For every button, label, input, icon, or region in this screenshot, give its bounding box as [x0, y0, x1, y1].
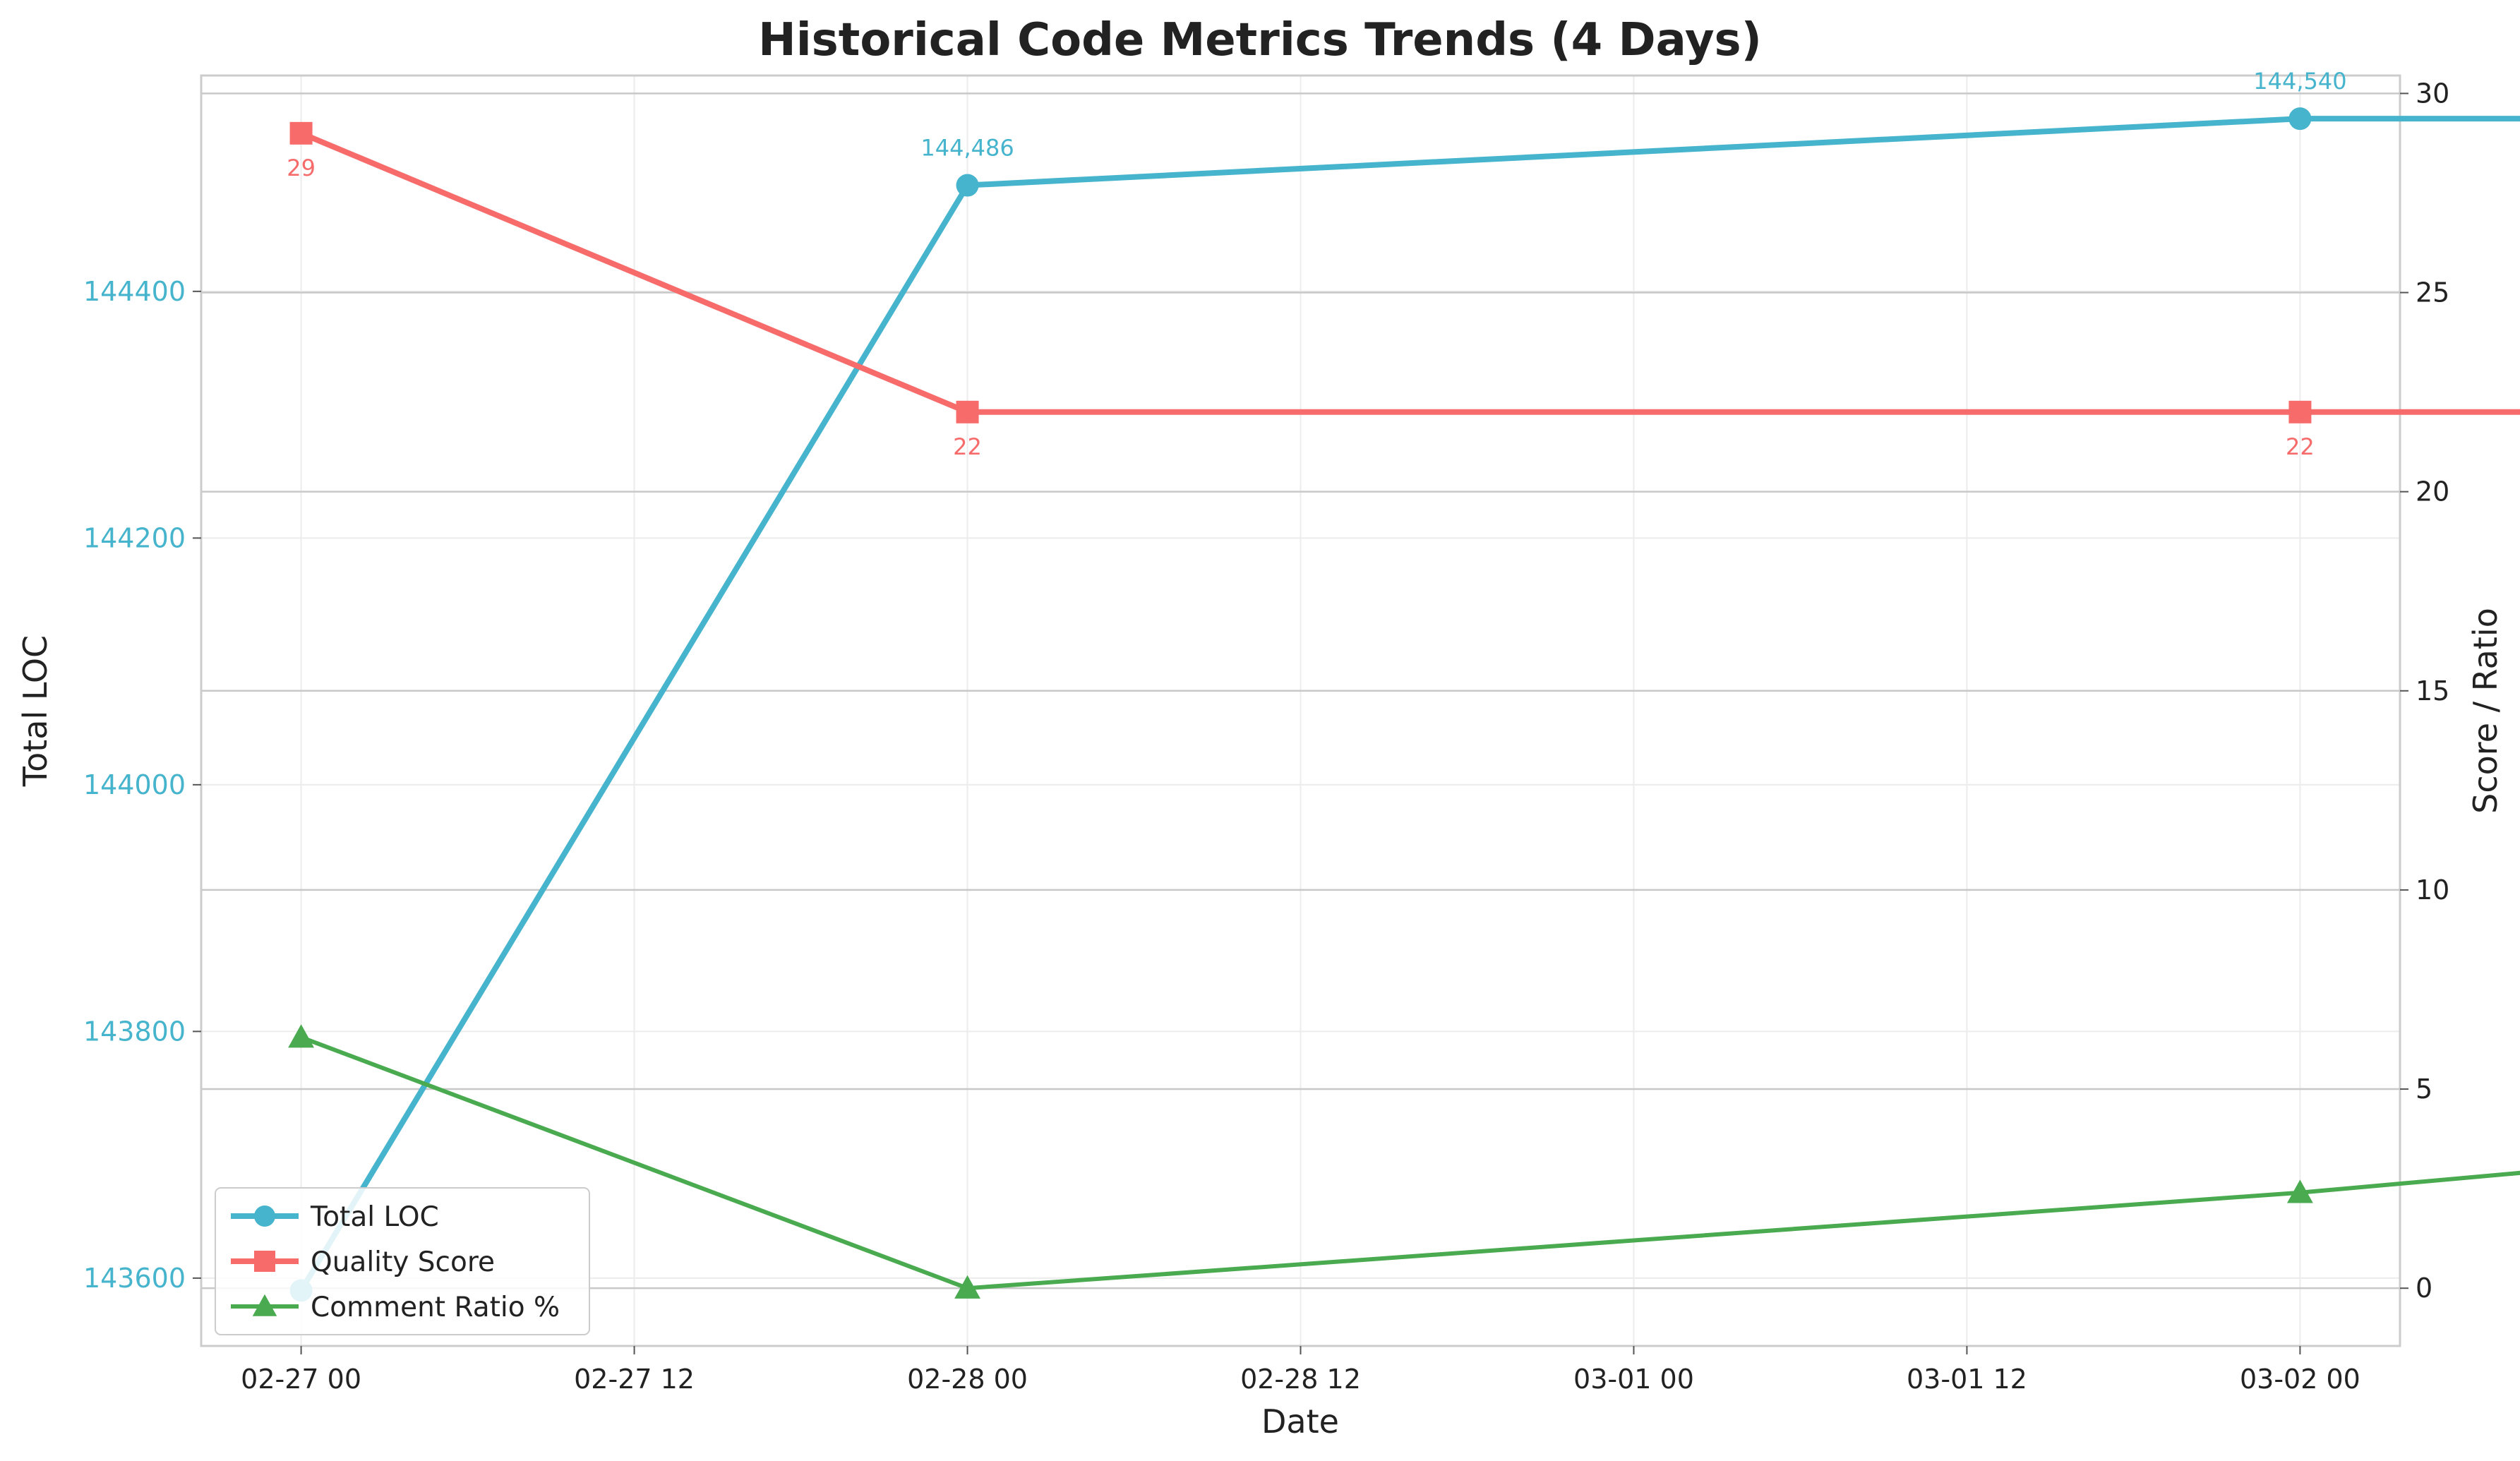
data-label: 144,540	[2253, 68, 2346, 95]
data-point	[956, 174, 979, 197]
x-axis-ticks: 02-27 00 02-27 12 02-28 00 02-28 12 03-01 00…	[241, 1346, 2360, 1395]
data-point	[2287, 1179, 2313, 1203]
left-axis-ticks: 143600 143800 144000 144200 144400	[83, 276, 201, 1294]
right-tick-label: 0	[2416, 1273, 2432, 1304]
right-tick-label: 30	[2416, 78, 2449, 109]
left-tick-label: 143600	[83, 1263, 186, 1294]
legend-label: Total LOC	[310, 1201, 439, 1233]
series	[288, 107, 2520, 1302]
legend-label: Quality Score	[311, 1246, 495, 1278]
right-tick-label: 10	[2416, 874, 2449, 906]
right-axis-ticks: 0 5 10 15 20 25 30	[2400, 78, 2449, 1304]
right-axis-label: Score / Ratio	[2466, 608, 2504, 814]
data-point	[2288, 400, 2312, 423]
series-line	[300, 1035, 2520, 1291]
left-tick-label: 144000	[83, 769, 186, 800]
data-point	[288, 1024, 314, 1048]
legend-marker	[254, 1251, 275, 1272]
legend-item: Quality Score	[231, 1246, 495, 1278]
legend-marker	[252, 1294, 277, 1316]
left-axis-label: Total LOC	[16, 635, 54, 787]
right-tick-label: 25	[2416, 277, 2449, 308]
legend-box	[215, 1187, 590, 1335]
data-point	[2288, 107, 2312, 131]
x-tick-label: 02-28 00	[907, 1364, 1028, 1395]
x-tick-label: 02-27 00	[241, 1364, 361, 1395]
left-tick-label: 143800	[83, 1016, 186, 1047]
x-tick-label: 02-28 12	[1240, 1364, 1361, 1395]
data-label: 29	[287, 155, 316, 181]
x-tick-label: 03-02 00	[2240, 1364, 2360, 1395]
legend-item: Total LOC	[231, 1201, 439, 1233]
data-point	[289, 121, 313, 145]
right-axis-grid	[201, 92, 2400, 1289]
right-tick-label: 15	[2416, 675, 2449, 707]
left-tick-label: 144200	[83, 522, 186, 553]
x-tick-label: 02-27 12	[574, 1364, 695, 1395]
data-point	[954, 1275, 980, 1299]
data-label: 144,486	[920, 135, 1014, 162]
x-axis-label: Date	[1261, 1402, 1339, 1441]
data-point	[956, 400, 979, 423]
data-label: 22	[953, 433, 982, 460]
legend-item: Comment Ratio %	[231, 1292, 560, 1323]
x-tick-label: 03-01 12	[1907, 1364, 2027, 1395]
right-tick-label: 5	[2416, 1074, 2432, 1105]
x-tick-label: 03-01 00	[1573, 1364, 1694, 1395]
legend: Total LOC Quality Score Comment Ratio %	[215, 1187, 590, 1335]
series-line	[299, 116, 2520, 1292]
series-quality-score	[289, 121, 2520, 423]
right-tick-label: 20	[2416, 476, 2449, 507]
legend-marker	[254, 1206, 275, 1227]
chart-title: Historical Code Metrics Trends (4 Days)	[758, 14, 1762, 66]
left-tick-label: 144400	[83, 276, 186, 307]
data-label: 22	[2286, 433, 2315, 460]
legend-label: Comment Ratio %	[311, 1292, 560, 1323]
series-comment-ratio	[288, 1024, 2520, 1299]
series-line	[300, 131, 2520, 415]
